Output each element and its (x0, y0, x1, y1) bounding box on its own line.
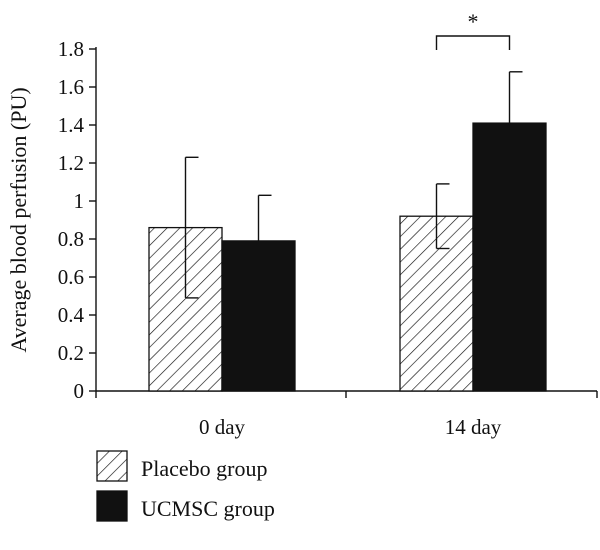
y-tick-label: 1.8 (58, 37, 84, 61)
ucmsc-bar-day14 (472, 122, 547, 392)
y-tick-label: 0.8 (58, 227, 84, 251)
y-tick-label: 1.4 (58, 113, 85, 137)
y-tick-label: 0.6 (58, 265, 84, 289)
y-tick-label: 0 (74, 379, 85, 403)
x-tick-label: 14 day (445, 415, 502, 439)
x-axis: 0 day 14 day (95, 390, 598, 439)
y-tick-label: 0.2 (58, 341, 84, 365)
y-tick-label: 0.4 (58, 303, 85, 327)
annotations: * (435, 9, 511, 50)
legend-label-placebo: Placebo group (141, 456, 267, 481)
x-tick-label: 0 day (199, 415, 246, 439)
bars (148, 71, 547, 392)
ucmsc-bar-day0 (221, 240, 296, 392)
y-axis-title: Average blood perfusion (PU) (6, 87, 31, 352)
legend-swatch-placebo (96, 450, 128, 482)
legend: Placebo group UCMSC group (96, 450, 275, 522)
y-tick-label: 1.6 (58, 75, 84, 99)
y-axis: 0 0.2 0.4 0.6 0.8 1 1.2 1.4 1.6 1.8 (58, 37, 97, 403)
significance-label: * (468, 9, 479, 34)
legend-label-ucmsc: UCMSC group (141, 496, 275, 521)
y-tick-label: 1 (74, 189, 85, 213)
legend-swatch-ucmsc (96, 490, 128, 522)
significance-bracket (435, 35, 511, 50)
y-tick-label: 1.2 (58, 151, 84, 175)
